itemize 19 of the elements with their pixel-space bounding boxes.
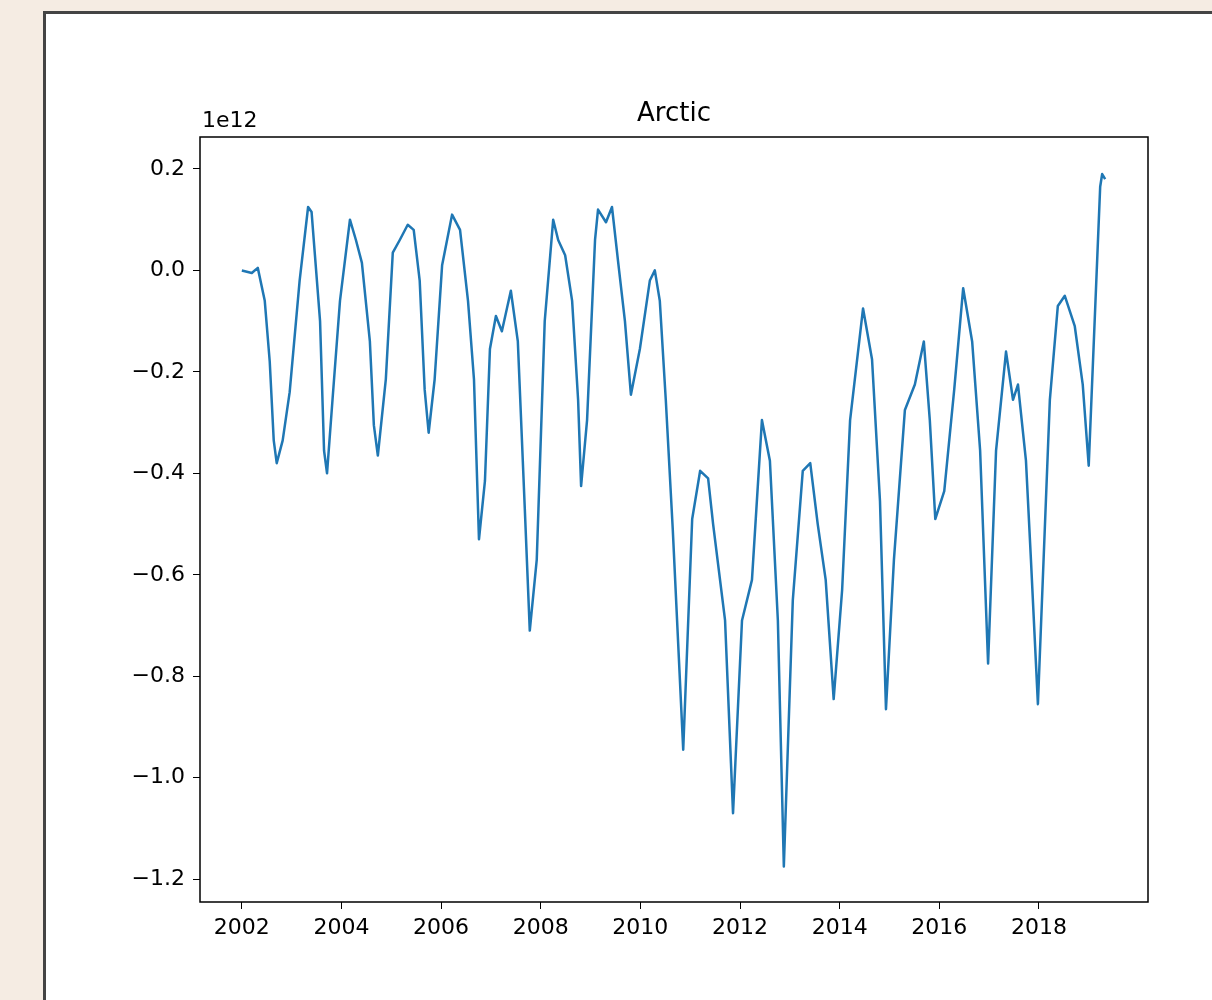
x-tick-label: 2002 xyxy=(213,913,270,939)
text: 1e12 xyxy=(202,107,258,132)
y-tick-label: −1.0 xyxy=(131,763,185,789)
x-tick-label: 2004 xyxy=(313,913,370,939)
x-tick-label: 2010 xyxy=(612,913,669,939)
x-tick-label: 2014 xyxy=(811,913,868,939)
y-tick-label: 0.2 xyxy=(150,154,185,180)
y-tick-label: −1.2 xyxy=(131,864,185,890)
y-tick-label: −0.6 xyxy=(131,560,185,586)
x-tick-label: 2008 xyxy=(512,913,569,939)
x-tick-label: 2006 xyxy=(413,913,470,939)
x-tick-label: 2012 xyxy=(712,913,769,939)
x-tick-label: 2018 xyxy=(1010,913,1067,939)
y-tick-label: 0.0 xyxy=(150,256,185,282)
y-tick-label: −0.2 xyxy=(131,357,185,383)
y-tick-label: −0.8 xyxy=(131,661,185,687)
x-tick-label: 2016 xyxy=(911,913,968,939)
chart-title: Arctic xyxy=(637,97,711,127)
y-tick-label: −0.4 xyxy=(131,459,185,485)
